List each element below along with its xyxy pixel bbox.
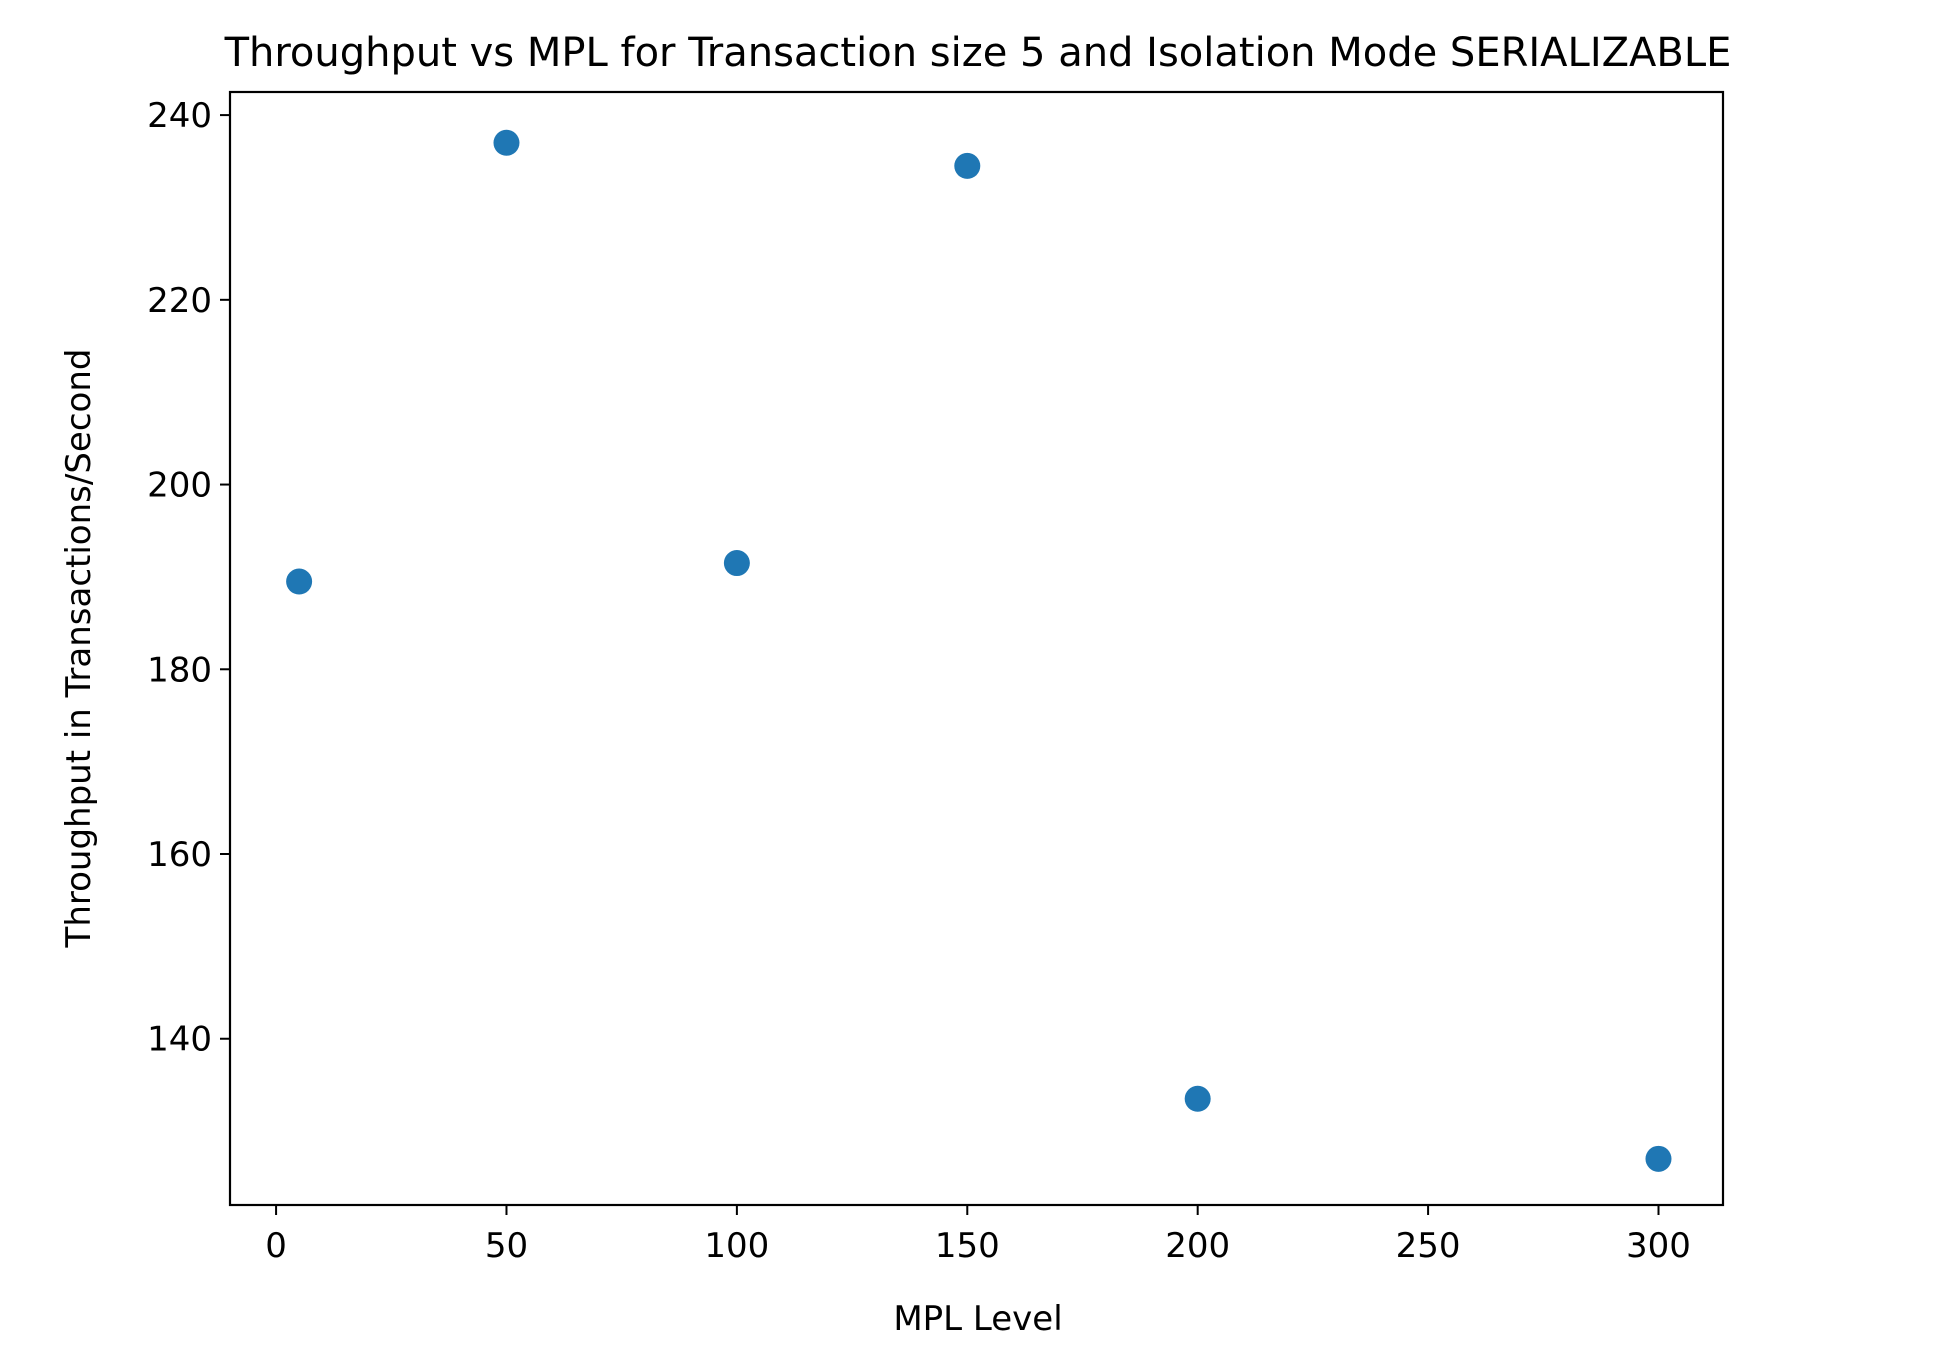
- x-tick-label: 300: [1626, 1226, 1691, 1266]
- data-point: [1184, 1085, 1211, 1112]
- plot-frame: [228, 90, 1725, 1207]
- y-axis-ticks: 140 160 180 200 220 240: [147, 96, 230, 1060]
- y-tick-label: 240: [147, 96, 212, 136]
- plot-area: [228, 90, 1725, 1207]
- y-tick-label: 140: [147, 1020, 212, 1060]
- x-tick-label: 0: [265, 1226, 287, 1266]
- data-points: [286, 129, 1672, 1172]
- x-axis-ticks: 0 50 100 150 200 250 300: [265, 1205, 1691, 1266]
- x-axis-label: MPL Level: [893, 1299, 1062, 1339]
- y-tick-label: 160: [147, 835, 212, 875]
- x-tick-label: 200: [1165, 1226, 1230, 1266]
- data-point: [493, 129, 520, 156]
- y-tick-label: 220: [147, 281, 212, 321]
- y-tick-label: 180: [147, 650, 212, 690]
- x-tick-label: 150: [935, 1226, 1000, 1266]
- x-tick-label: 100: [704, 1226, 769, 1266]
- x-tick-label: 250: [1396, 1226, 1461, 1266]
- y-tick-label: 200: [147, 466, 212, 506]
- data-point: [723, 550, 750, 577]
- data-point: [1645, 1145, 1672, 1172]
- data-point: [954, 152, 981, 179]
- y-axis-label: Throughput in Transactions/Second: [59, 349, 99, 949]
- data-point: [286, 568, 313, 595]
- x-tick-label: 50: [485, 1226, 528, 1266]
- chart-title: Throughput vs MPL for Transaction size 5…: [224, 30, 1732, 76]
